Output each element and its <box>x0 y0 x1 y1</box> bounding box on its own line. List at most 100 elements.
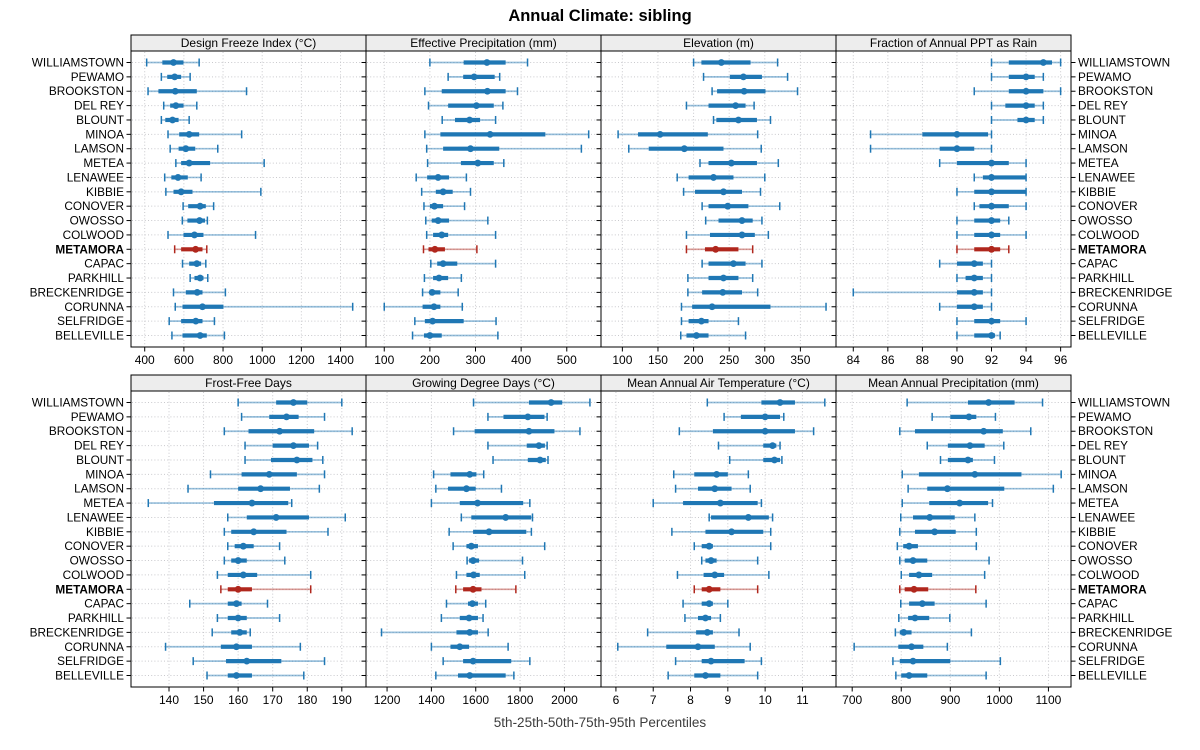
site-range-row <box>956 216 1010 225</box>
site-range-row <box>899 427 1032 436</box>
row-label-right: DEL REY <box>1078 99 1128 113</box>
median-dot <box>196 202 204 210</box>
median-dot <box>467 145 474 153</box>
median-dot <box>439 188 447 196</box>
median-dot <box>535 442 543 450</box>
site-range-row <box>227 542 281 551</box>
median-dot <box>694 643 702 651</box>
x-tick-label: 400 <box>511 353 531 367</box>
site-range-row <box>425 144 583 153</box>
site-range-row <box>167 130 243 139</box>
row-label-right: COLWOOD <box>1078 568 1139 582</box>
median-dot <box>192 317 200 325</box>
row-label-right: CONOVER <box>1078 199 1138 213</box>
site-range-row <box>487 441 548 450</box>
x-tick-label: 350 <box>790 353 810 367</box>
median-dot <box>169 116 176 124</box>
site-range-row <box>445 599 487 608</box>
site-range-row <box>452 542 546 551</box>
median-dot <box>467 542 475 550</box>
row-label-right: WILLIAMSTOWN <box>1078 56 1170 70</box>
row-label-right: BRECKENRIDGE <box>1078 285 1173 299</box>
site-range-row <box>892 657 1002 666</box>
median-dot <box>438 231 446 239</box>
site-range-row <box>990 115 1045 124</box>
x-tick-label: 8 <box>687 693 694 707</box>
median-dot <box>185 159 193 167</box>
row-label-left: BELLEVILLE <box>55 669 124 683</box>
median-dot <box>905 672 913 679</box>
row-label-right: METEA <box>1078 156 1119 170</box>
median-dot <box>193 260 201 268</box>
site-range-row <box>240 412 326 421</box>
median-dot <box>713 470 721 478</box>
median-dot <box>234 614 242 622</box>
row-label-left: SELFRIDGE <box>57 654 124 668</box>
x-tick-label: 190 <box>332 693 352 707</box>
row-label-left: CORUNNA <box>64 640 124 654</box>
median-dot <box>988 231 995 239</box>
median-dot <box>1039 59 1047 66</box>
x-tick-label: 96 <box>1054 353 1068 367</box>
median-dot <box>469 600 476 608</box>
panel-6: 6 7 8 9 10 11 Mean Annual Air Temperature (°C) <box>596 374 837 707</box>
median-dot <box>192 245 200 253</box>
site-range-row <box>165 187 262 196</box>
site-range-row <box>990 58 1062 67</box>
site-range-row <box>973 173 1027 182</box>
site-range-row <box>380 628 489 637</box>
median-dot <box>434 217 442 224</box>
median-dot <box>465 614 473 622</box>
median-dot <box>740 73 747 81</box>
median-dot <box>502 514 510 521</box>
site-range-row <box>700 556 759 565</box>
site-range-row <box>211 628 251 637</box>
median-dot <box>466 470 474 478</box>
row-label-right: BLOUNT <box>1078 453 1126 467</box>
median-dot <box>485 528 493 536</box>
site-range-row <box>938 302 993 311</box>
median-dot <box>953 130 961 138</box>
site-range-row <box>685 245 754 254</box>
row-label-left: CAPAC <box>84 257 124 271</box>
median-dot <box>956 499 964 507</box>
site-range-row <box>926 441 1005 450</box>
median-dot <box>469 585 477 593</box>
site-range-row <box>680 317 740 326</box>
row-label-left: METAMORA <box>55 582 124 596</box>
site-range-row <box>895 671 987 680</box>
row-label-left: WILLIAMSTOWN <box>32 396 124 410</box>
x-tick-label: 2000 <box>551 693 578 707</box>
x-tick-label: 1100 <box>1036 693 1062 707</box>
median-dot <box>988 317 995 325</box>
x-tick-label: 11 <box>796 693 809 707</box>
row-label-left: CAPAC <box>84 597 124 611</box>
median-dot <box>1022 87 1030 95</box>
row-label-right: OWOSSO <box>1078 554 1132 568</box>
panel-plot-area <box>130 390 367 688</box>
site-range-row <box>168 317 216 326</box>
x-tick-label: 150 <box>194 693 214 707</box>
site-range-row <box>237 398 343 407</box>
median-dot <box>988 159 995 167</box>
site-range-row <box>680 331 747 340</box>
median-dot <box>698 317 705 325</box>
x-tick-label: 92 <box>985 353 999 367</box>
median-dot <box>199 303 206 311</box>
row-label-right: BELLEVILLE <box>1078 329 1147 343</box>
median-dot <box>693 332 700 339</box>
median-dot <box>905 542 913 550</box>
panel-strip-label: Design Freeze Index (°C) <box>181 36 317 50</box>
site-range-row <box>209 470 326 479</box>
row-label-left: CORUNNA <box>64 300 124 314</box>
panel-strip <box>835 374 1072 392</box>
site-range-row <box>455 585 517 594</box>
x-tick-label: 1400 <box>327 353 354 367</box>
site-range-row <box>708 513 774 522</box>
panel-0: 400 600 800 1000 1200 1400 Design Freeze Index… <box>126 34 367 367</box>
site-range-row <box>906 398 1044 407</box>
x-tick-label: 180 <box>297 693 317 707</box>
site-range-row <box>244 441 319 450</box>
median-dot <box>953 145 961 153</box>
median-dot <box>724 202 732 210</box>
